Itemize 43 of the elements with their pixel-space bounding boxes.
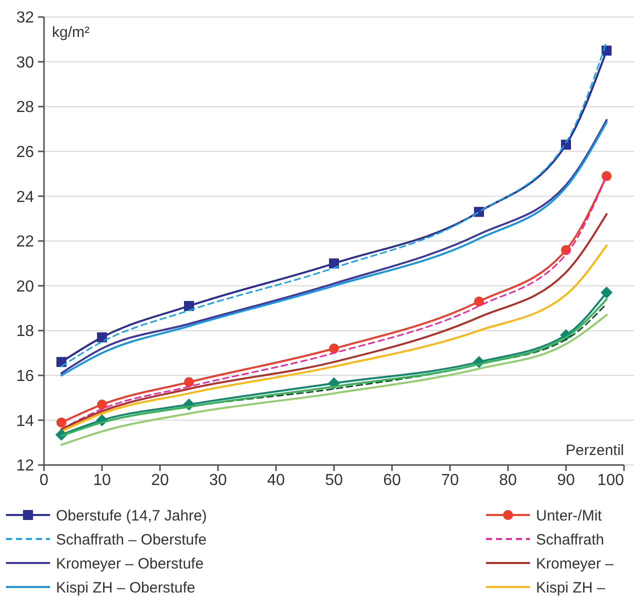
x-tick-label: 70 bbox=[441, 472, 459, 489]
legend-label: Unter-/Mit bbox=[536, 507, 603, 524]
y-tick-label: 18 bbox=[16, 323, 34, 340]
point bbox=[97, 332, 107, 342]
x-tick-label: 90 bbox=[557, 472, 575, 489]
x-tick-label: 0 bbox=[40, 472, 49, 489]
legend-label: Schaffrath – Oberstufe bbox=[56, 531, 207, 548]
y-tick-label: 26 bbox=[16, 144, 34, 161]
x-tick-label: 60 bbox=[383, 472, 401, 489]
y-tick-label: 28 bbox=[16, 99, 34, 116]
legend-label: Oberstufe (14,7 Jahre) bbox=[56, 507, 207, 524]
y-tick-label: 22 bbox=[16, 234, 34, 251]
point bbox=[184, 300, 194, 311]
point bbox=[329, 344, 339, 354]
y-tick-label: 30 bbox=[16, 54, 34, 72]
x-tick-label: 10 bbox=[93, 472, 111, 489]
point bbox=[56, 417, 66, 428]
y-tick-label: 12 bbox=[16, 458, 34, 475]
legend-label: Schaffrath bbox=[536, 531, 604, 548]
point bbox=[602, 171, 612, 182]
point bbox=[600, 286, 613, 299]
y-axis-title: kg/m² bbox=[52, 24, 90, 41]
y-tick-label: 32 bbox=[16, 10, 34, 27]
x-axis-title: Perzentil bbox=[566, 442, 624, 459]
y-tick-label: 24 bbox=[16, 188, 34, 206]
legend-label: Kromeyer – bbox=[536, 555, 614, 572]
point bbox=[184, 377, 194, 388]
point bbox=[329, 258, 339, 268]
y-tick-label: 20 bbox=[16, 278, 34, 296]
x-tick-label: 100 bbox=[597, 472, 624, 489]
point bbox=[56, 356, 66, 367]
x-tick-label: 80 bbox=[499, 472, 517, 489]
legend-label: Kispi ZH – bbox=[536, 579, 606, 596]
x-tick-label: 50 bbox=[325, 472, 343, 489]
point bbox=[97, 400, 107, 410]
x-tick-label: 20 bbox=[151, 472, 169, 489]
y-tick-label: 16 bbox=[16, 368, 34, 385]
point bbox=[474, 296, 484, 306]
legend-label: Kispi ZH – Oberstufe bbox=[56, 579, 196, 596]
x-tick-label: 30 bbox=[209, 472, 227, 489]
y-tick-label: 14 bbox=[16, 412, 34, 430]
legend-label: Kromeyer – Oberstufe bbox=[56, 555, 204, 572]
x-tick-label: 40 bbox=[267, 472, 285, 489]
